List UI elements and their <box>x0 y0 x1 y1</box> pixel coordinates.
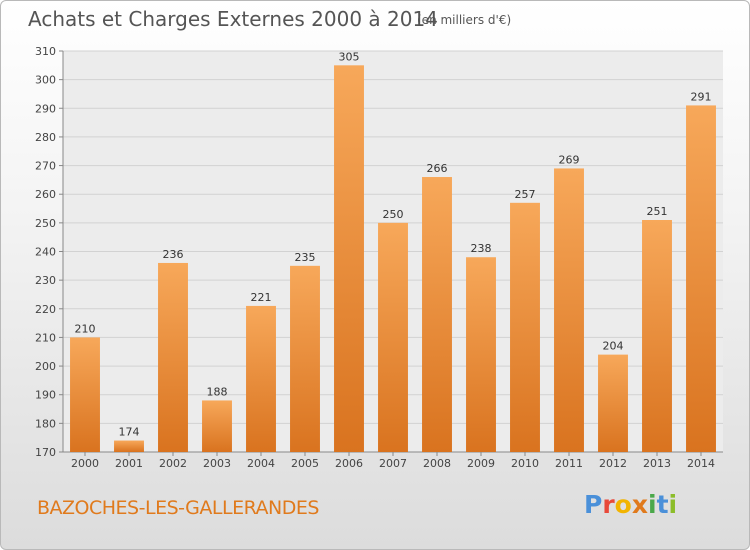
value-label-2010: 257 <box>515 188 536 201</box>
bar-2007 <box>378 222 408 452</box>
value-label-2006: 305 <box>339 50 360 63</box>
bar-2002 <box>158 262 188 452</box>
bar-2004 <box>246 305 276 452</box>
value-label-2000: 210 <box>75 322 96 335</box>
y-tick-label: 250 <box>35 217 56 230</box>
x-tick-label-2013: 2013 <box>643 457 671 470</box>
value-label-2001: 174 <box>119 426 140 439</box>
x-tick-label-2006: 2006 <box>335 457 363 470</box>
bar-2013 <box>642 219 672 452</box>
proxiti-logo[interactable]: Proxiti <box>584 490 678 519</box>
bar-2001 <box>114 440 144 452</box>
bar-2005 <box>290 265 320 452</box>
bar-2009 <box>466 257 496 452</box>
value-label-2012: 204 <box>603 340 624 353</box>
bar-2011 <box>554 168 584 452</box>
value-label-2013: 251 <box>647 205 668 218</box>
x-tick-label-2011: 2011 <box>555 457 583 470</box>
value-label-2003: 188 <box>207 385 228 398</box>
y-tick-label: 300 <box>35 74 56 87</box>
bar-2003 <box>202 400 232 452</box>
chart-subtitle: (en milliers d'€) <box>417 13 512 27</box>
x-tick-label-2003: 2003 <box>203 457 231 470</box>
y-tick-label: 280 <box>35 131 56 144</box>
x-tick-label-2000: 2000 <box>71 457 99 470</box>
y-tick-label: 200 <box>35 360 56 373</box>
value-label-2009: 238 <box>471 242 492 255</box>
bar-2012 <box>598 354 628 452</box>
tick-labels: 170 180 190 200 210 220 230 240 250 260 270 280 290 3… <box>35 45 715 470</box>
x-tick-label-2001: 2001 <box>115 457 143 470</box>
x-tick-label-2004: 2004 <box>247 457 275 470</box>
value-label-2008: 266 <box>427 162 448 175</box>
bar-2008 <box>422 177 452 452</box>
bar-2010 <box>510 202 540 452</box>
y-tick-label: 240 <box>35 246 56 259</box>
x-tick-label-2008: 2008 <box>423 457 451 470</box>
x-tick-label-2002: 2002 <box>159 457 187 470</box>
value-label-2007: 250 <box>383 208 404 221</box>
value-label-2011: 269 <box>559 153 580 166</box>
bar-2014 <box>686 105 716 453</box>
y-tick-label: 260 <box>35 188 56 201</box>
y-tick-label: 270 <box>35 160 56 173</box>
x-tick-label-2010: 2010 <box>511 457 539 470</box>
chart-title: Achats et Charges Externes 2000 à 2014 <box>28 7 438 31</box>
y-tick-label: 310 <box>35 45 56 58</box>
y-tick-label: 180 <box>35 417 56 430</box>
value-label-2004: 221 <box>251 291 272 304</box>
x-tick-label-2009: 2009 <box>467 457 495 470</box>
commune-name: BAZOCHES-LES-GALLERANDES <box>37 497 319 519</box>
value-label-2002: 236 <box>163 248 184 261</box>
value-labels: 210 174 236 188 221 235 305 250 266 238 257 269 204 2… <box>75 50 712 438</box>
y-tick-label: 170 <box>35 446 56 459</box>
bar-2000 <box>70 337 100 452</box>
x-tick-label-2007: 2007 <box>379 457 407 470</box>
bar-2006 <box>334 65 364 453</box>
value-label-2005: 235 <box>295 251 316 264</box>
y-tick-label: 230 <box>35 274 56 287</box>
value-label-2014: 291 <box>691 90 712 103</box>
x-tick-label-2014: 2014 <box>687 457 715 470</box>
y-tick-label: 290 <box>35 102 56 115</box>
y-tick-label: 190 <box>35 389 56 402</box>
y-tick-label: 210 <box>35 331 56 344</box>
x-tick-label-2012: 2012 <box>599 457 627 470</box>
y-tick-label: 220 <box>35 303 56 316</box>
x-tick-label-2005: 2005 <box>291 457 319 470</box>
bars <box>70 65 716 453</box>
